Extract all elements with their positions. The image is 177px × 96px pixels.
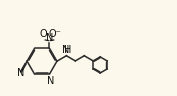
Text: N: N — [46, 33, 53, 43]
Text: N: N — [47, 76, 54, 86]
Text: O: O — [40, 29, 48, 39]
Text: N: N — [17, 68, 24, 78]
Text: N: N — [62, 45, 69, 55]
Text: O⁻: O⁻ — [49, 29, 62, 39]
Text: H: H — [64, 45, 72, 55]
